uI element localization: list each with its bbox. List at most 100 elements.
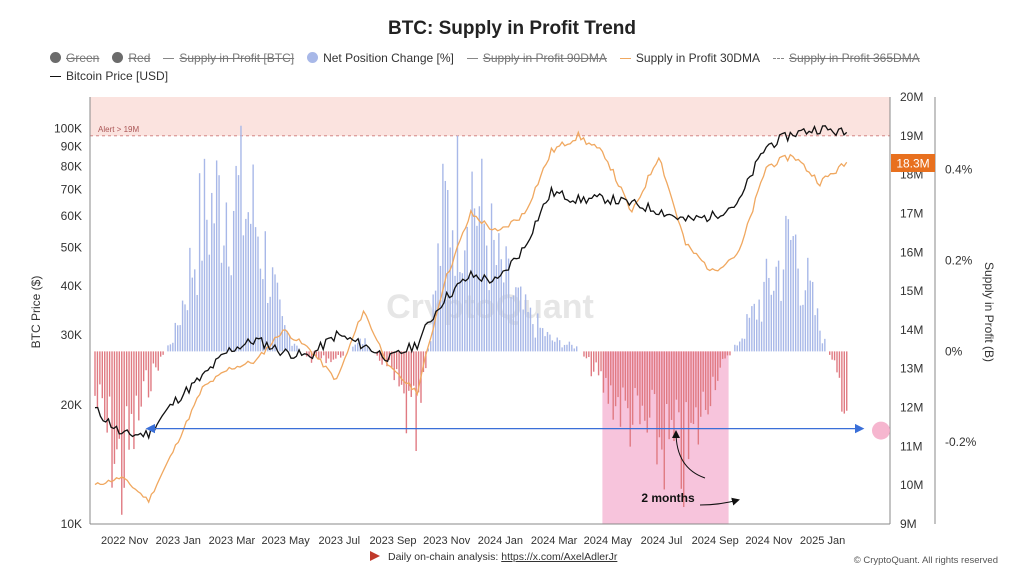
positive-bar (189, 247, 191, 352)
positive-bar (522, 309, 524, 352)
y2-axis-title: Supply in Profit (B) (982, 262, 996, 362)
y2-tick-label: 19M (900, 129, 923, 143)
positive-bar (809, 280, 811, 352)
positive-bar (498, 233, 500, 352)
positive-bar (369, 349, 371, 352)
negative-bar (636, 351, 639, 396)
legend-item-red[interactable]: Red (112, 51, 150, 65)
x-tick-label: 2024 Jul (641, 535, 683, 547)
legend-label: Red (128, 50, 151, 65)
x-tick-label: 2024 Jan (478, 535, 523, 547)
negative-bar (135, 351, 138, 396)
positive-bar (753, 303, 755, 352)
positive-bar (500, 259, 502, 352)
negative-bar (162, 351, 164, 355)
negative-bar (116, 351, 118, 450)
positive-bar (194, 269, 196, 352)
positive-bar (821, 343, 824, 352)
positive-bar (794, 234, 797, 352)
negative-bar (714, 351, 717, 391)
legend-item-green[interactable]: Green (50, 51, 99, 65)
footer-link[interactable]: https://x.com/AxelAdlerJr (501, 551, 618, 563)
x-tick-label: 2022 Nov (101, 535, 149, 547)
legend-swatch (307, 51, 319, 63)
negative-bar (410, 351, 412, 397)
positive-bar (529, 307, 532, 352)
negative-bar (678, 351, 680, 413)
positive-bar (281, 316, 284, 352)
negative-bar (335, 351, 337, 359)
y-tick-label: 10K (61, 517, 82, 531)
positive-bar (539, 327, 541, 352)
positive-bar (561, 347, 563, 352)
positive-bar (186, 310, 189, 352)
negative-bar (729, 351, 731, 356)
positive-bar (507, 258, 510, 352)
footer-prefix: Daily on-chain analysis: (388, 551, 499, 563)
positive-bar (571, 344, 573, 352)
positive-bar (434, 290, 437, 352)
legend-item-supply-in-profit-btc[interactable]: Supply in Profit [BTC] (163, 51, 294, 65)
negative-bar (130, 351, 133, 414)
legend-item-net-position-change[interactable]: Net Position Change [%] (307, 51, 454, 65)
negative-bar (619, 351, 622, 427)
y2-tick-label: 17M (900, 206, 923, 220)
positive-bar (179, 325, 181, 352)
positive-bar (459, 272, 461, 352)
negative-bar (405, 351, 408, 434)
positive-bar (262, 279, 264, 352)
negative-bar (386, 351, 388, 367)
legend-item-supply-in-profit-90dma[interactable]: Supply in Profit 90DMA (466, 50, 607, 65)
positive-bar (211, 192, 213, 352)
positive-bar (257, 236, 259, 352)
negative-bar (673, 351, 675, 442)
negative-bar (593, 351, 595, 372)
positive-bar (541, 328, 544, 352)
y-tick-label: 30K (61, 328, 82, 342)
x-tick-label: 2023 May (261, 535, 310, 547)
two-months-label: 2 months (641, 491, 695, 505)
negative-bar (99, 351, 101, 385)
negative-bar (101, 351, 103, 399)
negative-bar (721, 351, 724, 359)
positive-bar (790, 239, 792, 352)
legend-label: Net Position Change [%] (323, 50, 454, 65)
positive-bar (770, 294, 773, 352)
positive-bar (490, 203, 493, 352)
positive-bar (563, 344, 566, 352)
negative-bar (610, 351, 612, 386)
positive-bar (454, 275, 456, 352)
positive-bar (235, 165, 237, 352)
negative-bar (658, 351, 661, 438)
negative-bar (724, 351, 726, 359)
negative-bar (111, 351, 113, 488)
positive-bar (537, 313, 539, 352)
legend-item-supply-in-profit-30dma[interactable]: Supply in Profit 30DMA (619, 51, 760, 65)
y-tick-label: 40K (61, 279, 82, 293)
negative-bar (125, 351, 128, 407)
annotation-arrow-end (699, 497, 740, 506)
positive-bar (354, 344, 357, 352)
negative-bar (400, 351, 403, 385)
positive-bar (206, 219, 208, 352)
y2-tick-label: 9M (900, 517, 917, 531)
y-tick-label: 80K (61, 160, 82, 174)
positive-bar (432, 294, 434, 352)
legend-item-bitcoin-price[interactable]: Bitcoin Price [USD] (50, 69, 168, 83)
legend-item-supply-in-profit-365dma[interactable]: Supply in Profit 365DMA (772, 51, 920, 65)
negative-bar (687, 351, 690, 460)
positive-bar (240, 125, 242, 352)
positive-bar (357, 342, 359, 352)
positive-bar (785, 215, 787, 352)
negative-bar (342, 351, 344, 356)
negative-bar (717, 351, 719, 381)
positive-bar (804, 290, 807, 352)
y-tick-label: 50K (61, 240, 82, 254)
positive-bar (174, 322, 176, 352)
positive-bar (799, 305, 802, 352)
negative-bar (695, 351, 697, 408)
positive-bar (427, 348, 429, 352)
legend-label: Supply in Profit 90DMA (482, 50, 607, 65)
positive-bar (274, 274, 276, 352)
positive-bar (167, 345, 169, 352)
